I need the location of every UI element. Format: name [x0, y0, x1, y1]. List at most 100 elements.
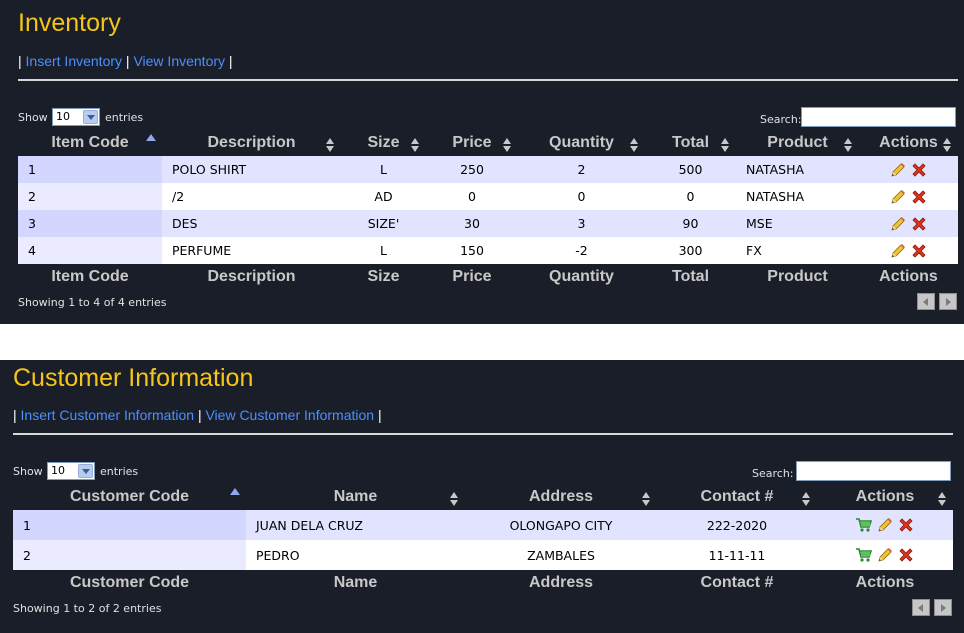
- actions-cell: [817, 510, 953, 540]
- table-cell: 1: [13, 510, 246, 540]
- table-cell: NATASHA: [736, 183, 859, 210]
- column-header-actions[interactable]: Actions: [859, 130, 958, 156]
- column-header-description[interactable]: Description: [162, 130, 341, 156]
- table-info: Showing 1 to 4 of 4 entries: [18, 296, 167, 309]
- sort-icon: [642, 492, 651, 506]
- inventory-panel: Inventory | Insert Inventory | View Inve…: [0, 0, 964, 324]
- table-cell: 0: [518, 183, 645, 210]
- sort-icon: [450, 492, 459, 506]
- column-header-address[interactable]: Address: [465, 484, 657, 510]
- footer-item-code: Item Code: [51, 268, 129, 285]
- table-cell: 2: [518, 156, 645, 183]
- edit-icon[interactable]: [889, 188, 907, 206]
- previous-page-button[interactable]: [917, 293, 935, 310]
- entries-label: entries: [100, 465, 139, 478]
- page-length-value: 10: [56, 110, 70, 123]
- chevron-down-icon: [83, 110, 98, 124]
- search-input[interactable]: [801, 107, 956, 127]
- column-header-contact[interactable]: Contact #: [657, 484, 817, 510]
- entries-label: entries: [105, 111, 144, 124]
- view-inventory-link[interactable]: View Inventory: [133, 53, 226, 69]
- column-header-price[interactable]: Price: [426, 130, 518, 156]
- table-header-row: Customer Code Name Address Contact # Act…: [13, 484, 953, 510]
- actions-cell: [859, 237, 958, 264]
- cart-icon[interactable]: [855, 516, 873, 534]
- column-header-actions[interactable]: Actions: [817, 484, 953, 510]
- sort-icon: [938, 492, 947, 506]
- delete-icon[interactable]: [897, 546, 915, 564]
- table-row: 1 POLO SHIRT L 250 2 500 NATASHA: [18, 156, 958, 183]
- sort-icon: [503, 138, 512, 152]
- footer-address: Address: [528, 574, 594, 591]
- table-cell: 2: [13, 540, 246, 570]
- view-customer-link[interactable]: View Customer Information: [205, 407, 375, 423]
- nav-separator: |: [377, 407, 382, 423]
- previous-page-button[interactable]: [912, 599, 930, 616]
- table-cell: 30: [426, 210, 518, 237]
- column-header-item-code[interactable]: Item Code: [18, 130, 162, 156]
- column-header-total[interactable]: Total: [645, 130, 736, 156]
- sort-ascending-icon: [146, 134, 156, 141]
- table-cell: SIZE': [341, 210, 426, 237]
- footer-contact: Contact #: [700, 574, 774, 591]
- table-cell: -2: [518, 237, 645, 264]
- insert-customer-link[interactable]: Insert Customer Information: [20, 407, 195, 423]
- edit-icon[interactable]: [889, 242, 907, 260]
- customer-panel: Customer Information | Insert Customer I…: [0, 360, 964, 633]
- sort-icon: [802, 492, 811, 506]
- delete-icon[interactable]: [910, 242, 928, 260]
- table-cell: 3: [18, 210, 162, 237]
- next-page-button[interactable]: [939, 293, 957, 310]
- search-label: Search:: [752, 467, 794, 480]
- actions-cell: [859, 156, 958, 183]
- sort-ascending-icon: [230, 488, 240, 495]
- page-length-select[interactable]: 10: [52, 108, 100, 126]
- edit-icon[interactable]: [889, 215, 907, 233]
- delete-icon[interactable]: [910, 215, 928, 233]
- sort-icon: [721, 138, 730, 152]
- page-length-select[interactable]: 10: [47, 462, 95, 480]
- insert-inventory-link[interactable]: Insert Inventory: [25, 53, 123, 69]
- table-cell: L: [341, 156, 426, 183]
- column-header-name[interactable]: Name: [246, 484, 465, 510]
- page-length-value: 10: [51, 464, 65, 477]
- table-row: 1 JUAN DELA CRUZ OLONGAPO CITY 222-2020: [13, 510, 953, 540]
- customer-nav: | Insert Customer Information | View Cus…: [13, 407, 382, 423]
- column-header-size[interactable]: Size: [341, 130, 426, 156]
- table-cell: MSE: [736, 210, 859, 237]
- cart-icon[interactable]: [855, 546, 873, 564]
- table-cell: 500: [645, 156, 736, 183]
- table-row: 3 DES SIZE' 30 3 90 MSE: [18, 210, 958, 237]
- footer-quantity: Quantity: [549, 268, 614, 285]
- nav-separator: |: [228, 53, 233, 69]
- column-header-customer-code[interactable]: Customer Code: [13, 484, 246, 510]
- footer-price: Price: [452, 268, 492, 285]
- column-header-quantity[interactable]: Quantity: [518, 130, 645, 156]
- table-cell: 90: [645, 210, 736, 237]
- delete-icon[interactable]: [897, 516, 915, 534]
- column-header-product[interactable]: Product: [736, 130, 859, 156]
- next-page-button[interactable]: [934, 599, 952, 616]
- footer-actions: Actions: [879, 268, 938, 285]
- sort-icon: [943, 138, 952, 152]
- footer-size: Size: [367, 268, 400, 285]
- table-cell: 0: [426, 183, 518, 210]
- footer-total: Total: [671, 268, 710, 285]
- delete-icon[interactable]: [910, 188, 928, 206]
- table-cell: JUAN DELA CRUZ: [246, 510, 465, 540]
- table-cell: NATASHA: [736, 156, 859, 183]
- edit-icon[interactable]: [889, 161, 907, 179]
- edit-icon[interactable]: [876, 546, 894, 564]
- customer-title: Customer Information: [13, 364, 254, 392]
- table-cell: AD: [341, 183, 426, 210]
- divider: [13, 433, 953, 435]
- footer-actions: Actions: [855, 574, 915, 591]
- delete-icon[interactable]: [910, 161, 928, 179]
- show-label: Show: [13, 465, 43, 478]
- table-cell: L: [341, 237, 426, 264]
- table-footer-row: Customer Code Name Address Contact # Act…: [13, 570, 953, 596]
- edit-icon[interactable]: [876, 516, 894, 534]
- table-cell: /2: [162, 183, 341, 210]
- table-cell: POLO SHIRT: [162, 156, 341, 183]
- search-input[interactable]: [796, 461, 951, 481]
